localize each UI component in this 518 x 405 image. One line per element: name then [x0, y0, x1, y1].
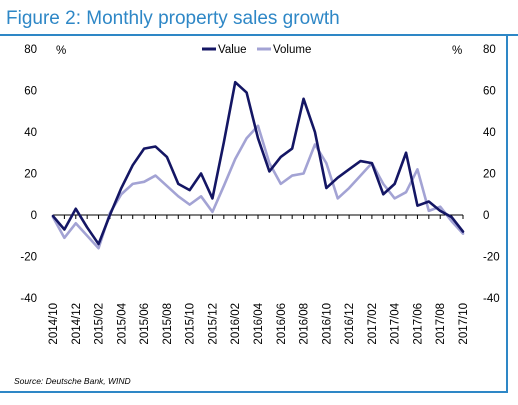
frame-right-rule — [506, 36, 508, 393]
frame-bottom-rule — [0, 391, 508, 393]
title-rule — [0, 34, 518, 36]
y-tick-label-left: 80 — [24, 44, 37, 56]
chart-axes: -40 -40 -20 -20 0 0 20 20 40 40 60 60 80 80% % 2014/10 2… — [20, 44, 499, 345]
series-line-value — [51, 80, 465, 246]
x-tick-label: 2016/12 — [344, 303, 356, 345]
x-tick-label: 2016/10 — [321, 303, 333, 345]
x-tick-label: 2017/08 — [435, 303, 447, 345]
x-tick-label: 2017/02 — [367, 303, 379, 345]
x-tick-label: 2015/02 — [94, 303, 106, 345]
y-tick-label-right: 0 — [483, 210, 489, 222]
y-tick-label-left: 0 — [31, 210, 37, 222]
y-tick-label-left: -40 — [20, 293, 37, 305]
x-tick-label: 2015/08 — [162, 303, 174, 345]
x-tick-label: 2016/04 — [253, 302, 265, 344]
chart-legend: Value Volume — [202, 44, 311, 56]
y-tick-label-right: -40 — [483, 293, 500, 305]
y-tick-label-right: 80 — [483, 44, 496, 56]
legend-label-volume: Volume — [273, 44, 311, 56]
x-tick-label: 2017/10 — [458, 303, 470, 345]
figure-title: Figure 2: Monthly property sales growth — [6, 8, 340, 29]
y-tick-label-left: 60 — [24, 86, 37, 98]
y-tick-label-left: 20 — [24, 169, 37, 181]
x-tick-label: 2016/06 — [276, 303, 288, 345]
x-tick-label: 2015/06 — [139, 303, 151, 345]
x-tick-label: 2015/10 — [185, 303, 197, 345]
x-tick-label: 2016/02 — [230, 303, 242, 345]
source-note: Source: Deutsche Bank, WIND — [14, 376, 131, 386]
x-tick-label: 2017/04 — [390, 302, 402, 344]
legend-label-value: Value — [218, 44, 247, 56]
x-tick-label: 2014/12 — [71, 303, 83, 345]
y-tick-label-right: -20 — [483, 252, 500, 264]
series-line-volume — [51, 124, 465, 250]
y-tick-label-left: -20 — [20, 252, 37, 264]
chart-series — [51, 80, 465, 250]
y-tick-label-right: 20 — [483, 169, 496, 181]
x-tick-label: 2016/08 — [299, 303, 311, 345]
x-tick-label: 2014/10 — [48, 303, 60, 345]
y-tick-label-right: 40 — [483, 127, 496, 139]
y-tick-label-left: 40 — [24, 127, 37, 139]
y-axis-unit-right: % — [452, 45, 462, 57]
y-tick-label-right: 60 — [483, 86, 496, 98]
x-tick-label: 2015/12 — [207, 303, 219, 345]
x-tick-label: 2015/04 — [116, 302, 128, 344]
y-axis-unit-left: % — [56, 45, 66, 57]
x-tick-label: 2017/06 — [412, 303, 424, 345]
